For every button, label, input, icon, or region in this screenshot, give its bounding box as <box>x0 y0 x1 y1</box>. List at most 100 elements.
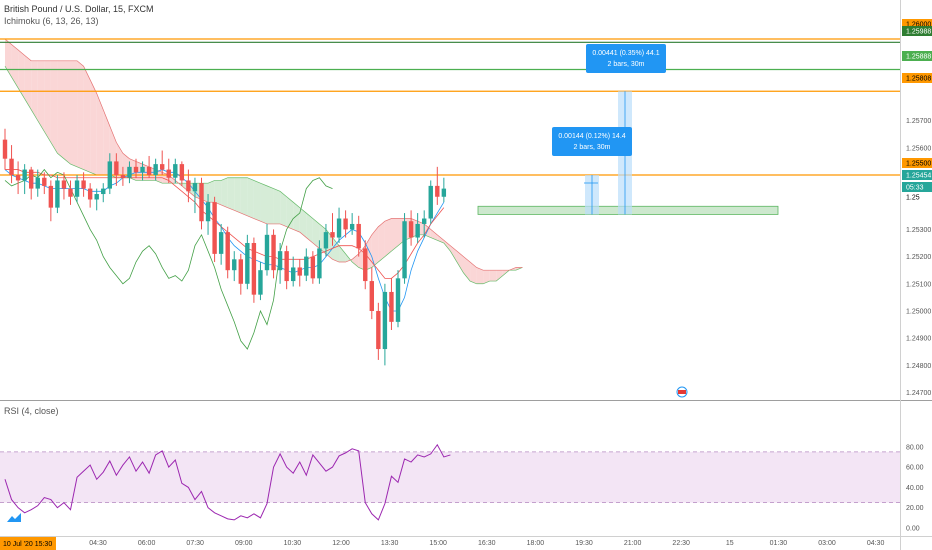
time-tick-label: 21:00 <box>624 540 642 547</box>
candle-body <box>238 259 243 284</box>
candle-body <box>356 223 361 249</box>
candle-body <box>114 161 119 176</box>
tradingview-logo-icon[interactable] <box>6 512 22 524</box>
candle-body <box>192 183 198 192</box>
price-tick-label: 1.25000 <box>906 308 931 315</box>
candle-body <box>382 291 388 350</box>
rsi-tick-label: 80.00 <box>906 444 924 451</box>
cloud-segment <box>352 253 359 268</box>
candle-body <box>133 166 139 173</box>
price-tick-label: 1.25600 <box>906 145 931 152</box>
date-label: 10 Jul '20 15:30 <box>3 541 52 548</box>
ichimoku-legend[interactable]: Ichimoku (6, 13, 26, 13) <box>4 16 99 26</box>
cloud-segment <box>306 213 313 243</box>
cloud-segment <box>247 177 254 219</box>
price-tag-label: 1.26000 <box>906 22 931 29</box>
cloud-segment <box>280 191 287 227</box>
cloud-segment <box>70 60 78 167</box>
rsi-band-fill <box>0 451 900 503</box>
cloud-segment <box>489 270 497 282</box>
candle-body <box>2 139 8 159</box>
candle-body <box>245 242 250 284</box>
cloud-segment <box>57 60 64 159</box>
candle-body <box>363 248 368 282</box>
candle-body <box>323 232 329 249</box>
cloud-segment <box>221 177 228 208</box>
candle-body <box>408 221 414 238</box>
price-tag-label: 1.25988 <box>906 29 931 36</box>
candle-body <box>291 267 296 282</box>
cloud-segment <box>260 183 267 224</box>
cloud-segment <box>83 66 91 173</box>
time-tick-label: 06:00 <box>138 540 156 547</box>
time-tick-label: 12:00 <box>332 540 350 547</box>
horizontal-lines-layer[interactable] <box>0 38 900 176</box>
cloud-segment <box>234 177 241 214</box>
candle-body <box>304 256 309 276</box>
cloud-segment <box>437 234 444 243</box>
cloud-segment <box>496 270 503 282</box>
candle-body <box>186 180 191 192</box>
cloud-segment <box>63 60 71 165</box>
cloud-segment <box>24 55 32 110</box>
rsi-legend[interactable]: RSI (4, close) <box>4 406 59 416</box>
price-tick-label: 1.25700 <box>906 118 931 125</box>
price-tag-box <box>902 182 932 192</box>
candle-body <box>258 270 263 295</box>
candle-body <box>166 169 171 178</box>
candle-body <box>29 169 34 189</box>
candle-body <box>87 188 93 200</box>
cloud-segment <box>293 202 300 233</box>
cloud-segment <box>50 60 58 154</box>
cloud-segment <box>273 188 281 224</box>
cloud-segment <box>312 218 320 249</box>
candle-body <box>271 234 276 271</box>
cloud-segment <box>103 109 110 176</box>
measure-label-box[interactable] <box>552 127 632 156</box>
kijun-line <box>5 169 445 279</box>
cloud-segment <box>267 185 274 224</box>
measure-label-line2: 2 bars, 30m <box>574 144 611 151</box>
measure-label-line1: 0.00441 (0.35%) 44.1 <box>592 50 659 57</box>
cloud-segment <box>240 177 248 216</box>
price-tick-label: 1.25100 <box>906 281 931 288</box>
cloud-segment <box>470 262 477 284</box>
rsi-tick-label: 40.00 <box>906 485 924 492</box>
cloud-segment <box>44 60 51 143</box>
cloud-segment <box>77 60 84 170</box>
time-tick-label: 01:30 <box>770 540 788 547</box>
candle-body <box>140 166 145 173</box>
candle-body <box>212 202 217 254</box>
candle-body <box>349 223 355 230</box>
candle-body <box>330 232 335 238</box>
candle-body <box>127 166 132 178</box>
time-tick-label: 04:30 <box>89 540 107 547</box>
symbol-legend[interactable]: British Pound / U.S. Dollar, 15, FXCM <box>4 4 154 14</box>
price-tag-label: 1.25500 <box>906 161 931 168</box>
cloud-segment <box>96 93 104 176</box>
cloud-segment <box>214 180 222 205</box>
cloud-segment <box>483 270 490 284</box>
cloud-segment <box>378 221 385 263</box>
senkou-b-line <box>4 38 523 271</box>
candle-body <box>369 281 374 311</box>
price-tag-label: 1.25454 <box>906 173 931 180</box>
date-label-box <box>0 537 56 550</box>
cloud-segment <box>443 240 451 252</box>
cloud-segment <box>18 49 25 99</box>
candle-body <box>232 259 237 271</box>
candle-body <box>15 175 21 181</box>
measure-label-box[interactable] <box>586 44 666 73</box>
rsi-tick-label: 0.00 <box>906 526 920 533</box>
price-tick-label: 1.24700 <box>906 390 931 397</box>
cloud-segment <box>253 180 261 222</box>
time-tick-label: 04:30 <box>867 540 885 547</box>
ichimoku-cloud-layer <box>4 38 523 285</box>
annotations-layer[interactable]: 0.00441 (0.35%) 44.1 2 bars, 30m 0.00144 (… <box>552 44 688 398</box>
price-tag-label: 05:33 <box>906 185 924 192</box>
price-tag-box <box>902 73 932 83</box>
measure-label-line2: 2 bars, 30m <box>608 61 645 68</box>
time-tick-label: 09:00 <box>235 540 253 547</box>
